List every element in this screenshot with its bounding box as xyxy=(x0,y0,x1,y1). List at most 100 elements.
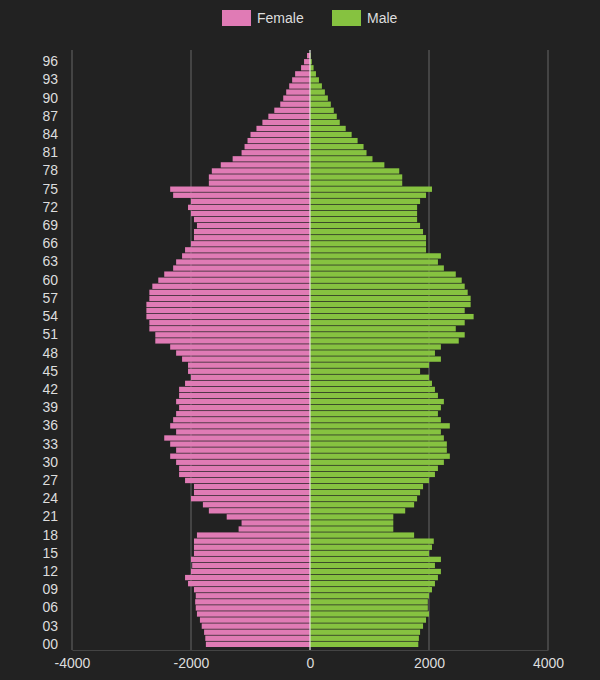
bar xyxy=(196,605,310,610)
y-tick: 00 xyxy=(42,636,72,652)
bar xyxy=(310,399,444,404)
bar xyxy=(310,102,331,107)
bar xyxy=(310,630,420,635)
bar xyxy=(182,253,310,258)
bar xyxy=(256,126,310,131)
legend: FemaleMale xyxy=(222,10,398,26)
bar xyxy=(310,89,325,94)
bar xyxy=(286,89,310,94)
bar xyxy=(310,235,426,240)
bar xyxy=(176,460,310,465)
bar xyxy=(310,350,435,355)
bar xyxy=(310,259,438,264)
y-tick: 15 xyxy=(42,545,72,561)
x-tick: 0 xyxy=(307,650,315,671)
bar xyxy=(179,472,310,477)
bar xyxy=(310,120,340,125)
bar xyxy=(310,114,337,119)
bar xyxy=(221,162,310,167)
bar xyxy=(310,320,465,325)
y-tick: 96 xyxy=(42,53,72,69)
bar xyxy=(310,508,405,513)
bar xyxy=(194,538,310,543)
bar xyxy=(310,284,465,289)
bar xyxy=(310,271,456,276)
bar xyxy=(194,587,310,592)
x-tick: 4000 xyxy=(533,650,564,671)
bar xyxy=(310,278,462,283)
bar xyxy=(301,65,310,70)
bar xyxy=(310,460,444,465)
y-tick: 45 xyxy=(42,363,72,379)
bar xyxy=(310,132,352,137)
bar xyxy=(310,344,441,349)
bar xyxy=(197,223,310,228)
y-tick-label: 09 xyxy=(42,581,58,597)
bar xyxy=(310,150,367,155)
bar xyxy=(310,95,328,100)
bar xyxy=(310,381,432,386)
bar xyxy=(310,253,441,258)
x-tick: 2000 xyxy=(414,650,445,671)
y-tick-label: 42 xyxy=(42,381,58,397)
y-tick: 06 xyxy=(42,599,72,615)
bar xyxy=(194,490,310,495)
bar xyxy=(310,71,316,76)
bar xyxy=(310,265,444,270)
y-tick: 03 xyxy=(42,618,72,634)
bar xyxy=(205,636,310,641)
bar xyxy=(170,441,310,446)
x-tick-label: 2000 xyxy=(414,655,445,671)
y-tick: 39 xyxy=(42,399,72,415)
bar xyxy=(310,411,438,416)
y-tick-label: 66 xyxy=(42,235,58,251)
y-tick: 51 xyxy=(42,326,72,342)
bar xyxy=(179,387,310,392)
bar xyxy=(310,478,429,483)
bar xyxy=(310,308,465,313)
bar xyxy=(310,174,402,179)
bar xyxy=(310,168,399,173)
bar xyxy=(310,496,417,501)
bar xyxy=(173,265,310,270)
bar xyxy=(310,405,441,410)
grid xyxy=(72,50,548,650)
y-tick-label: 90 xyxy=(42,90,58,106)
y-tick-label: 60 xyxy=(42,272,58,288)
y-tick-label: 21 xyxy=(42,508,58,524)
x-tick-label: 0 xyxy=(307,655,315,671)
y-tick: 42 xyxy=(42,381,72,397)
y-tick: 66 xyxy=(42,235,72,251)
bar xyxy=(310,241,426,246)
bar xyxy=(283,95,310,100)
bar xyxy=(310,126,346,131)
y-tick: 36 xyxy=(42,417,72,433)
bar xyxy=(185,575,310,580)
bar xyxy=(158,278,310,283)
legend-item: Male xyxy=(332,10,398,26)
bar xyxy=(176,259,310,264)
bar xyxy=(310,599,428,604)
bar xyxy=(310,623,423,628)
bar xyxy=(310,387,435,392)
y-tick: 63 xyxy=(42,253,72,269)
bar xyxy=(310,545,432,550)
bar xyxy=(310,363,429,368)
bar xyxy=(202,623,310,628)
bar xyxy=(209,180,310,185)
bar xyxy=(191,569,310,574)
y-tick-label: 84 xyxy=(42,126,58,142)
bar xyxy=(245,144,310,149)
bar xyxy=(194,545,310,550)
bar xyxy=(310,417,441,422)
bar xyxy=(310,472,435,477)
y-tick-label: 30 xyxy=(42,454,58,470)
bar xyxy=(191,241,310,246)
y-tick-label: 33 xyxy=(42,436,58,452)
bar xyxy=(310,466,438,471)
y-tick-label: 45 xyxy=(42,363,58,379)
bar xyxy=(173,417,310,422)
bar xyxy=(182,356,310,361)
bar xyxy=(310,520,393,525)
bar xyxy=(310,229,423,234)
